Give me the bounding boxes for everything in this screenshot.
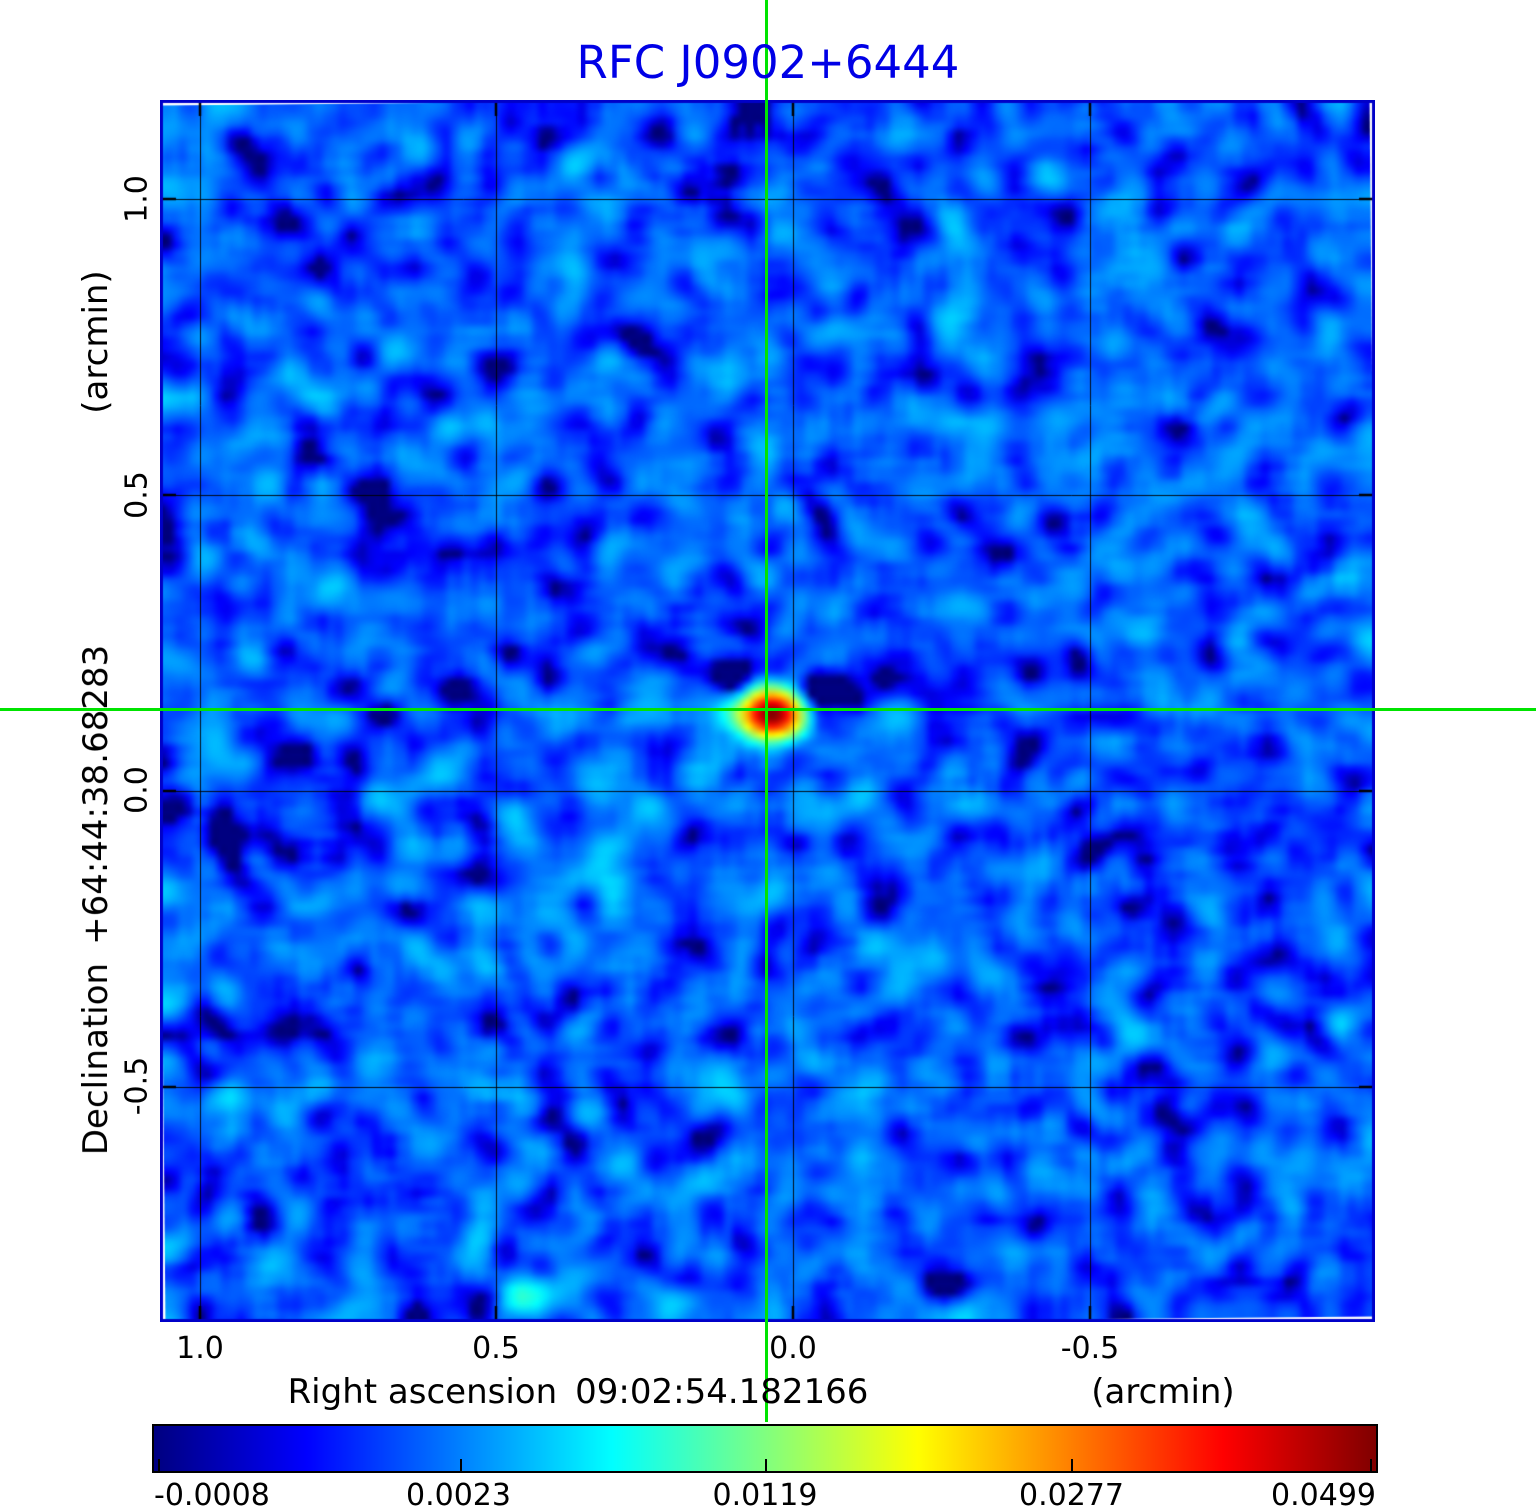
x-axis-title: Right ascension 09:02:54.182166 <box>288 1372 869 1412</box>
y-axis-title: Declination +64:44:38.68283 <box>76 645 116 1155</box>
colorbar-tick <box>1070 1459 1073 1471</box>
crosshair-vertical-line <box>765 0 768 1422</box>
colorbar-tick <box>765 1459 767 1471</box>
x-axis-unit: (arcmin) <box>1091 1372 1235 1412</box>
colorbar-labels: -0.0008 0.0023 0.0119 0.0277 0.0499 <box>152 1478 1378 1511</box>
colorbar <box>152 1424 1378 1473</box>
colorbar-label: -0.0008 <box>154 1478 270 1511</box>
x-tick-label: -0.5 <box>1060 1331 1120 1366</box>
y-tick-label: 0.5 <box>119 471 155 519</box>
colorbar-label: 0.0119 <box>712 1478 818 1511</box>
y-tick-label: 0.0 <box>119 766 155 814</box>
colorbar-tick <box>459 1459 462 1471</box>
y-axis-value: +64:44:38.68283 <box>76 644 116 945</box>
colorbar-label: 0.0023 <box>406 1478 511 1511</box>
colorbar-tick <box>157 1459 160 1471</box>
x-tick-label: 1.0 <box>176 1331 224 1366</box>
x-axis-value: 09:02:54.182166 <box>575 1372 869 1412</box>
x-axis-label: Right ascension <box>287 1372 558 1412</box>
y-tick-label: 1.0 <box>119 175 155 223</box>
crosshair-horizontal-line <box>0 708 1536 711</box>
x-tick-label: 0.0 <box>769 1331 817 1366</box>
colorbar-tick <box>1369 1459 1372 1471</box>
y-tick-label: -0.5 <box>119 1056 155 1116</box>
y-axis-label: Declination <box>76 962 116 1156</box>
colorbar-label: 0.0277 <box>1019 1478 1124 1511</box>
plot-title: RFC J0902+6444 <box>576 36 960 89</box>
colorbar-label: 0.0499 <box>1271 1478 1376 1511</box>
y-axis-unit: (arcmin) <box>76 270 116 414</box>
x-tick-label: 0.5 <box>472 1331 520 1366</box>
